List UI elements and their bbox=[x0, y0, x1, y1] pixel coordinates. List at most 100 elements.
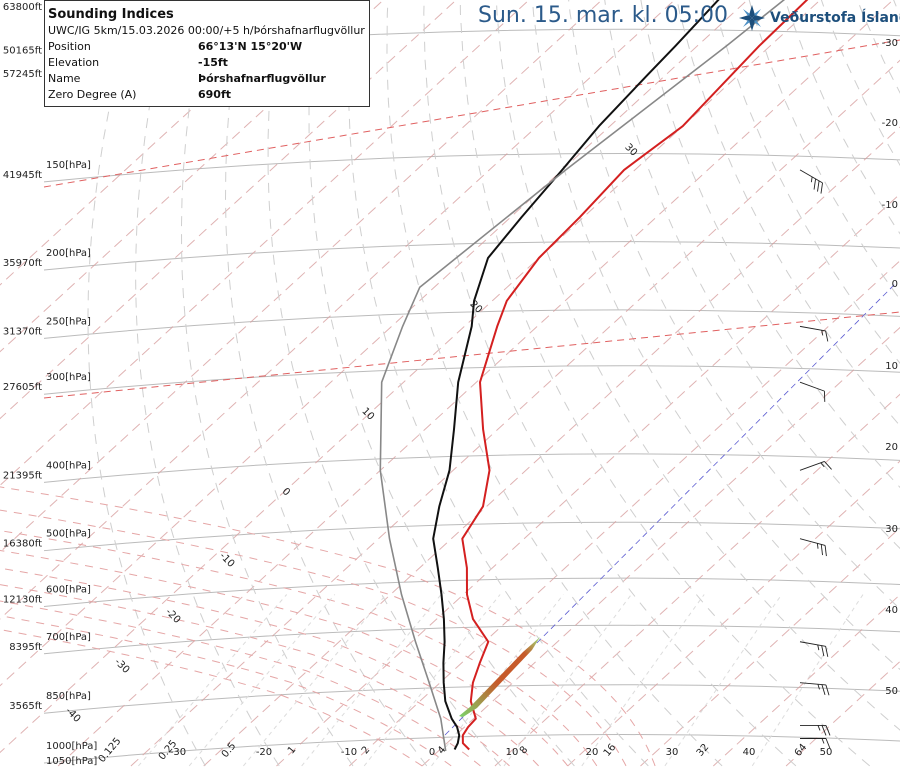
mixing-ratio-label: 32 bbox=[695, 742, 712, 759]
barb-half-flag bbox=[817, 644, 820, 651]
isotherm-line bbox=[130, 59, 900, 767]
moist-adiabat-line bbox=[0, 584, 510, 767]
moist-adiabat-line bbox=[0, 629, 423, 767]
bottom-temp-label: -10 bbox=[341, 747, 357, 758]
barb-flag bbox=[820, 544, 823, 556]
indices-key: Elevation bbox=[48, 56, 100, 69]
moist-adiabat-line bbox=[0, 600, 481, 767]
isobar-line bbox=[43, 241, 900, 271]
barb-flag bbox=[825, 646, 829, 657]
right-temp-label: 30 bbox=[885, 524, 898, 535]
barb-staff bbox=[799, 538, 826, 546]
indices-row: Elevation -15ft bbox=[48, 55, 369, 71]
barb-staff bbox=[799, 381, 825, 392]
indices-row: Zero Degree (A) 690ft bbox=[48, 87, 369, 103]
isotherm-line bbox=[640, 527, 900, 767]
isotherm-line bbox=[203, 126, 900, 767]
wind-barb bbox=[799, 682, 830, 696]
indices-run-text: UWC/IG 5km/15.03.2026 00:00/+5 h/Þórshaf… bbox=[48, 24, 365, 37]
mixing-ratio-label: 0.125 bbox=[97, 736, 124, 765]
pressure-label: 500[hPa] bbox=[46, 529, 91, 540]
barb-flag bbox=[820, 182, 823, 194]
wind-barb bbox=[799, 538, 827, 557]
wind-barbs bbox=[799, 169, 832, 749]
barb-flag bbox=[821, 684, 826, 696]
mixing-ratio-label: 1 bbox=[286, 744, 299, 756]
bottom-temp-label: 20 bbox=[586, 747, 599, 758]
right-temp-label: 40 bbox=[885, 605, 898, 616]
altitude-label: 35970ft bbox=[3, 258, 42, 269]
isotherm-line bbox=[421, 326, 900, 767]
dry-adiabat-line bbox=[640, 0, 900, 489]
right-temp-label: -20 bbox=[882, 118, 898, 129]
barb-flag bbox=[821, 725, 827, 736]
dry-adiabat-line bbox=[495, 0, 900, 731]
right-temp-label: 10 bbox=[885, 361, 898, 372]
pressure-label: 1050[hPa] bbox=[46, 756, 97, 767]
isotherm-label: 30 bbox=[622, 142, 639, 159]
isotherm-line bbox=[0, 0, 676, 620]
dewpoint-line bbox=[432, 0, 720, 750]
moist-adiabat-line bbox=[0, 486, 656, 767]
barb-flag bbox=[825, 330, 829, 342]
mixing-ratio-label: 8 bbox=[518, 744, 531, 756]
isotherm-label: -20 bbox=[163, 607, 182, 626]
bottom-temp-label: 50 bbox=[820, 747, 833, 758]
isotherm-label: -10 bbox=[217, 551, 236, 570]
indices-key: Position bbox=[48, 40, 91, 53]
barb-flag bbox=[824, 461, 832, 470]
isotherm-line bbox=[57, 0, 894, 767]
parcel-area bbox=[459, 637, 540, 717]
wind-barb bbox=[799, 169, 823, 194]
barb-flag bbox=[813, 178, 817, 190]
bottom-temp-label: 0 bbox=[429, 747, 435, 758]
brand-name: Veðurstofa Íslands bbox=[770, 10, 900, 26]
isotherm-line bbox=[276, 193, 900, 767]
mixing-ratio-line bbox=[188, 594, 336, 767]
isobar-line bbox=[43, 453, 900, 483]
isotherm-label: -30 bbox=[112, 657, 131, 676]
pressure-label: 250[hPa] bbox=[46, 316, 91, 327]
isotherm-label: 20 bbox=[467, 299, 484, 316]
barb-flag bbox=[823, 391, 826, 402]
indices-run: UWC/IG 5km/15.03.2026 00:00/+5 h/Þórshaf… bbox=[48, 23, 369, 39]
dry-adiabat-line bbox=[386, 0, 723, 767]
bottom-temp-label: 10 bbox=[506, 747, 519, 758]
dry-adiabat-line bbox=[568, 0, 900, 610]
isotherm-line bbox=[0, 0, 530, 486]
dry-adiabat-lines bbox=[87, 0, 900, 767]
moist-adiabat-line bbox=[0, 509, 627, 767]
dry-adiabat-line bbox=[459, 0, 871, 767]
mixing-ratio-line bbox=[751, 594, 864, 767]
isotherm-line bbox=[348, 260, 900, 767]
wind-barb bbox=[799, 641, 829, 657]
barb-staff bbox=[799, 325, 826, 332]
mixing-ratio-lines bbox=[138, 594, 864, 767]
sounding-indices-box: Sounding Indices UWC/IG 5km/15.03.2026 0… bbox=[44, 0, 370, 107]
indices-title: Sounding Indices bbox=[48, 7, 174, 22]
pressure-label: 600[hPa] bbox=[46, 585, 91, 596]
forecast-time-title: Sun. 15. mar. kl. 05:00 bbox=[478, 3, 728, 28]
barb-flag bbox=[825, 725, 831, 736]
mixing-ratio-label: 4 bbox=[436, 744, 449, 756]
temperature-line bbox=[461, 0, 809, 751]
special-reference-lines bbox=[43, 39, 900, 736]
mixing-ratio-line bbox=[138, 594, 288, 767]
barb-flag bbox=[825, 684, 830, 696]
isotherm-line bbox=[0, 0, 457, 420]
altitude-label: 31370ft bbox=[3, 326, 42, 337]
isobar-line bbox=[43, 521, 900, 552]
barb-half-flag bbox=[816, 543, 819, 549]
dry-adiabat-line bbox=[87, 0, 206, 767]
barb-half-flag bbox=[810, 176, 813, 183]
isotherm-label: 0 bbox=[280, 486, 292, 498]
dry-adiabat-line bbox=[887, 0, 900, 766]
right-temp-label: 0 bbox=[892, 279, 898, 290]
indices-value: 690ft bbox=[198, 88, 232, 101]
bottom-temp-label: -30 bbox=[170, 747, 186, 758]
indices-value: -15ft bbox=[198, 56, 228, 69]
altitude-label: 3565ft bbox=[9, 701, 42, 712]
barb-flag bbox=[821, 645, 825, 657]
